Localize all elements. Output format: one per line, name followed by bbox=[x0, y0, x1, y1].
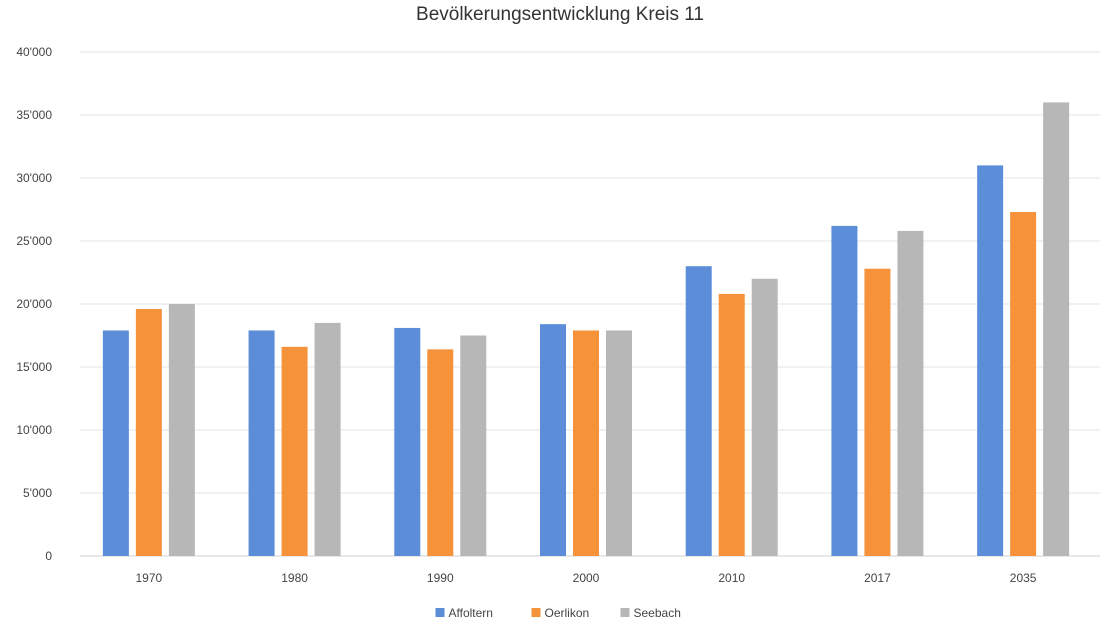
legend-swatch-affoltern bbox=[435, 608, 445, 617]
bar-oerlikon-2017 bbox=[864, 268, 891, 556]
y-tick-label: 0 bbox=[45, 549, 52, 563]
legend-label-oerlikon: Oerlikon bbox=[545, 606, 590, 620]
y-axis-ticks: 0 5'000 10'000 15'000 20'000 25'000 30'000 35'0… bbox=[16, 45, 52, 563]
bar-oerlikon-2010 bbox=[718, 293, 745, 556]
bar-seebach-1970 bbox=[168, 304, 195, 556]
y-tick-label: 35'000 bbox=[16, 108, 52, 122]
x-category-label: 2017 bbox=[864, 571, 891, 585]
bar-seebach-2035 bbox=[1043, 102, 1070, 557]
bar-affoltern-1990 bbox=[394, 327, 421, 556]
bar-seebach-2010 bbox=[751, 278, 778, 556]
y-tick-label: 10'000 bbox=[16, 423, 52, 437]
y-tick-label: 15'000 bbox=[16, 360, 52, 374]
x-category-label: 2010 bbox=[718, 571, 745, 585]
bars bbox=[102, 102, 1070, 557]
bar-seebach-2000 bbox=[606, 330, 632, 556]
x-category-label: 2000 bbox=[573, 571, 600, 585]
y-tick-label: 25'000 bbox=[16, 234, 52, 248]
chart-title: Bevölkerungsentwicklung Kreis 11 bbox=[416, 4, 704, 25]
legend: Affoltern Oerlikon Seebach bbox=[435, 606, 681, 620]
x-category-label: 1990 bbox=[427, 571, 454, 585]
y-tick-label: 30'000 bbox=[16, 171, 52, 185]
bar-seebach-2017 bbox=[897, 230, 924, 557]
y-tick-label: 40'000 bbox=[16, 45, 52, 59]
legend-label-seebach: Seebach bbox=[634, 606, 681, 620]
legend-label-affoltern: Affoltern bbox=[449, 606, 493, 620]
bar-oerlikon-2035 bbox=[1010, 212, 1037, 556]
bar-oerlikon-1980 bbox=[281, 346, 308, 556]
bar-seebach-1980 bbox=[314, 322, 341, 556]
y-tick-label: 20'000 bbox=[16, 297, 52, 311]
bar-affoltern-2000 bbox=[540, 324, 566, 556]
legend-swatch-oerlikon bbox=[531, 608, 541, 617]
x-axis-categories: 1970 1980 1990 2000 2010 2017 2035 bbox=[136, 571, 1037, 585]
bar-affoltern-1980 bbox=[248, 330, 275, 556]
y-tick-label: 5'000 bbox=[23, 486, 52, 500]
legend-swatch-seebach bbox=[620, 608, 630, 617]
bar-affoltern-2017 bbox=[831, 225, 858, 556]
bar-seebach-1990 bbox=[460, 335, 487, 556]
bar-oerlikon-1970 bbox=[135, 309, 162, 556]
bar-oerlikon-1990 bbox=[427, 349, 454, 556]
x-category-label: 1980 bbox=[281, 571, 308, 585]
bar-affoltern-2035 bbox=[977, 165, 1004, 556]
bar-affoltern-1970 bbox=[102, 330, 129, 556]
x-category-label: 2035 bbox=[1010, 571, 1037, 585]
bar-oerlikon-2000 bbox=[573, 330, 599, 556]
bar-affoltern-2010 bbox=[685, 266, 712, 556]
x-category-label: 1970 bbox=[136, 571, 163, 585]
